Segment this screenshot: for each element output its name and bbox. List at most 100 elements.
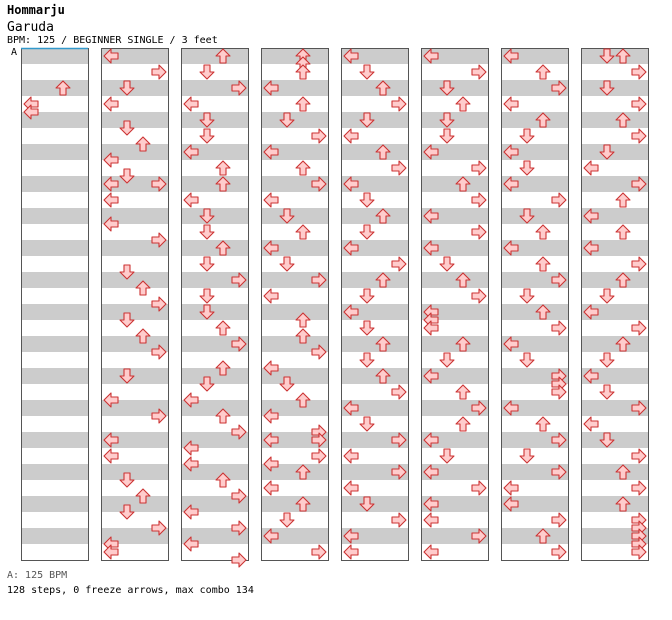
stripe-band [581, 400, 648, 416]
down-arrow-note [519, 128, 535, 144]
stripe-band [261, 48, 328, 64]
down-arrow-note [119, 264, 135, 280]
stripe-band [101, 464, 168, 480]
stripe-band [181, 272, 248, 288]
right-arrow-note [311, 344, 327, 360]
stripe-band [21, 144, 88, 160]
stripe-band [501, 432, 568, 448]
up-arrow-note [535, 224, 551, 240]
down-arrow-note [599, 384, 615, 400]
up-arrow-note [215, 160, 231, 176]
down-arrow-note [359, 352, 375, 368]
up-arrow-note [535, 112, 551, 128]
stripe-band [581, 208, 648, 224]
left-arrow-note [183, 144, 199, 160]
down-arrow-note [519, 288, 535, 304]
left-arrow-note [423, 240, 439, 256]
right-arrow-note [631, 256, 647, 272]
down-arrow-note [279, 512, 295, 528]
right-arrow-note [231, 488, 247, 504]
right-arrow-note [231, 80, 247, 96]
column-border [261, 48, 329, 561]
down-arrow-note [599, 288, 615, 304]
stripe-band [341, 48, 408, 64]
stripe-band [261, 176, 328, 192]
stripe-band [341, 432, 408, 448]
right-arrow-note [551, 432, 567, 448]
chart-column [581, 48, 649, 561]
up-arrow-note [455, 416, 471, 432]
left-arrow-note [343, 240, 359, 256]
left-arrow-note [423, 464, 439, 480]
left-arrow-note [23, 104, 39, 120]
right-arrow-note [471, 288, 487, 304]
stripe-band [421, 176, 488, 192]
stripe-band [341, 528, 408, 544]
left-arrow-note [503, 400, 519, 416]
up-arrow-note [135, 488, 151, 504]
down-arrow-note [359, 416, 375, 432]
stripe-band [341, 400, 408, 416]
down-arrow-note [599, 432, 615, 448]
right-arrow-note [231, 272, 247, 288]
left-arrow-note [263, 240, 279, 256]
stripe-band [21, 368, 88, 384]
left-arrow-note [423, 432, 439, 448]
left-arrow-note [263, 408, 279, 424]
stripe-band [181, 80, 248, 96]
right-arrow-note [311, 176, 327, 192]
left-arrow-note [103, 216, 119, 232]
stripe-band [421, 464, 488, 480]
right-arrow-note [551, 512, 567, 528]
right-arrow-note [151, 64, 167, 80]
left-arrow-note [263, 456, 279, 472]
up-arrow-note [615, 192, 631, 208]
down-arrow-note [439, 112, 455, 128]
stripe-band [501, 496, 568, 512]
chart-column [501, 48, 569, 561]
left-arrow-note [583, 240, 599, 256]
down-arrow-note [119, 168, 135, 184]
left-arrow-note [503, 336, 519, 352]
right-arrow-note [231, 336, 247, 352]
right-arrow-note [551, 192, 567, 208]
up-arrow-note [615, 112, 631, 128]
stripe-band [501, 272, 568, 288]
stripe-band [21, 48, 88, 64]
down-arrow-note [119, 472, 135, 488]
stripe-band [261, 400, 328, 416]
down-arrow-note [599, 48, 615, 64]
left-arrow-note [263, 528, 279, 544]
stripe-band [101, 336, 168, 352]
stripe-band [21, 112, 88, 128]
stripe-band [101, 240, 168, 256]
right-arrow-note [471, 528, 487, 544]
stripe-band [341, 208, 408, 224]
left-arrow-note [103, 392, 119, 408]
down-arrow-note [279, 256, 295, 272]
stripe-band [421, 400, 488, 416]
stripe-band [261, 80, 328, 96]
right-arrow-note [551, 272, 567, 288]
left-arrow-note [183, 504, 199, 520]
down-arrow-note [199, 64, 215, 80]
stripe-band [181, 432, 248, 448]
right-arrow-note [391, 96, 407, 112]
right-arrow-note [391, 464, 407, 480]
left-arrow-note [263, 360, 279, 376]
down-arrow-note [199, 288, 215, 304]
down-arrow-note [199, 304, 215, 320]
stripe-band [21, 336, 88, 352]
stripe-band [181, 464, 248, 480]
down-arrow-note [439, 128, 455, 144]
stripe-band [421, 368, 488, 384]
down-arrow-note [279, 112, 295, 128]
down-arrow-note [519, 352, 535, 368]
step-stats: 128 steps, 0 freeze arrows, max combo 13… [7, 585, 254, 596]
up-arrow-note [295, 312, 311, 328]
stripe-band [101, 144, 168, 160]
down-arrow-note [119, 120, 135, 136]
left-arrow-note [263, 288, 279, 304]
up-arrow-note [375, 144, 391, 160]
chart-column [341, 48, 409, 561]
